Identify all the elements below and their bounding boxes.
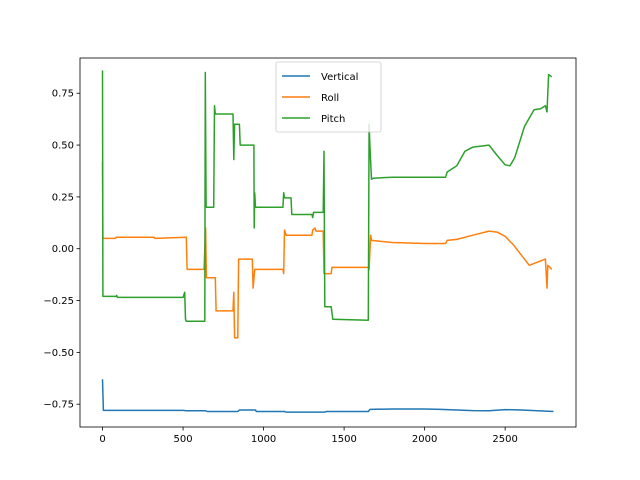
y-tick-label: 0.25 [52,192,74,203]
legend-label-pitch: Pitch [321,114,345,125]
x-tick-label: 500 [174,434,193,445]
y-tick-label: 0.75 [52,89,74,100]
y-tick-label: −0.75 [43,400,74,411]
y-tick-label: −0.25 [43,296,74,307]
y-tick-label: 0.50 [52,141,74,152]
x-tick-label: 2500 [492,434,517,445]
y-axis: −0.75 −0.50 −0.25 0.00 0.25 0.50 0.75 [43,89,80,411]
x-tick-label: 2000 [412,434,437,445]
series-line-pitch [101,70,553,323]
legend: Vertical Roll Pitch [275,61,382,133]
series-line-roll [101,161,553,339]
x-tick-label: 0 [99,434,105,445]
y-tick-label: 0.00 [52,244,74,255]
series-line-vertical [101,379,554,413]
axes-frame [79,57,577,428]
x-axis: 0 500 1000 1500 2000 2500 [99,427,518,445]
x-tick-label: 1500 [331,434,356,445]
y-tick-label: −0.50 [43,348,74,359]
x-tick-label: 1000 [251,434,276,445]
legend-box [275,61,382,133]
legend-label-vertical: Vertical [321,72,358,83]
plot-area [101,70,554,413]
legend-label-roll: Roll [321,93,339,104]
